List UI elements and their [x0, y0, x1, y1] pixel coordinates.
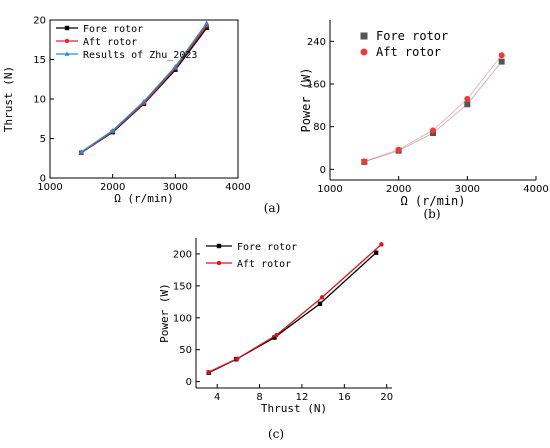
data-point — [204, 20, 210, 25]
legend-label: Aft rotor — [83, 37, 137, 48]
legend-marker — [64, 51, 70, 56]
x-tick-label: 1000 — [317, 184, 342, 195]
y-tick-label: 80 — [313, 122, 326, 133]
legend-marker — [216, 260, 222, 266]
y-tick-label: 200 — [173, 249, 192, 260]
y-tick-label: 0 — [40, 174, 46, 185]
series-2 — [206, 242, 384, 375]
x-tick-label: 1000 — [37, 182, 62, 193]
x-axis-title: Ω (r/min) — [400, 194, 465, 208]
data-point — [379, 242, 384, 247]
data-point — [498, 52, 505, 59]
y-tick-label: 15 — [33, 55, 46, 66]
legend-marker — [64, 38, 70, 44]
x-tick-label: 4 — [214, 392, 220, 403]
y-tick-label: 10 — [33, 95, 46, 106]
legend-marker — [64, 25, 70, 31]
y-tick-label: 5 — [40, 134, 46, 145]
x-tick-label: 2000 — [100, 182, 125, 193]
data-point — [319, 295, 325, 300]
x-axis-title: Thrust (N) — [261, 402, 327, 415]
x-tick-label: 8 — [256, 392, 262, 403]
chart-panel-a: 1000 2000 3000 4000 0 5 10 15 20 Ω (r/min) Thrust … — [2, 16, 280, 216]
legend: Fore rotor Aft rotor Results of Zhu_2023 — [56, 24, 197, 61]
legend-marker — [360, 32, 368, 40]
legend-marker — [360, 48, 368, 56]
legend-label: Aft rotor — [237, 259, 291, 270]
legend: Fore rotor Aft rotor — [360, 29, 448, 59]
x-tick-label: 16 — [338, 392, 351, 403]
data-point — [204, 25, 209, 31]
y-tick-label: 50 — [179, 345, 192, 356]
legend-label: Fore rotor — [376, 29, 448, 43]
x-tick-label: 2000 — [386, 184, 411, 195]
y-axis-title: Power (W) — [299, 67, 313, 132]
legend-label: Fore rotor — [237, 242, 297, 253]
y-tick-label: 0 — [320, 165, 326, 176]
y-tick-label: 240 — [307, 37, 326, 48]
series-line — [208, 243, 382, 373]
y-axis-title: Thrust (N) — [2, 66, 15, 132]
data-point — [395, 146, 402, 153]
x-tick-label: 20 — [380, 392, 393, 403]
data-point — [361, 158, 368, 165]
data-point — [317, 301, 323, 306]
y-axis-title: Power (W) — [158, 283, 171, 343]
series-line — [364, 61, 502, 163]
data-point — [274, 332, 279, 338]
legend-marker — [216, 243, 222, 249]
x-tick-label: 3000 — [455, 184, 480, 195]
series-1 — [361, 58, 505, 165]
x-axis-title: Ω (r/min) — [114, 192, 174, 205]
data-point — [206, 369, 211, 375]
series-3 — [78, 20, 210, 154]
y-tick-label: 150 — [173, 281, 192, 292]
x-tick-label: 3000 — [163, 182, 188, 193]
data-point — [235, 356, 240, 361]
y-tick-label: 160 — [307, 80, 326, 91]
data-point — [464, 95, 471, 102]
y-tick-label: 20 — [33, 16, 46, 27]
data-point — [78, 149, 84, 154]
data-point — [110, 127, 116, 133]
legend-label: Aft rotor — [376, 45, 441, 59]
series-1 — [206, 250, 379, 375]
x-tick-label: 4000 — [523, 184, 548, 195]
x-tick-label: 4000 — [225, 182, 250, 193]
series-line — [364, 54, 502, 162]
data-point — [272, 335, 277, 340]
y-tick-label: 100 — [173, 313, 192, 324]
x-tick-label: 12 — [296, 392, 309, 403]
data-point — [172, 63, 178, 69]
data-point — [141, 98, 147, 104]
data-point — [464, 101, 471, 108]
panel-label: (c) — [268, 427, 284, 441]
panel-label: (b) — [423, 207, 440, 221]
legend: Fore rotor Aft rotor — [206, 242, 297, 270]
legend-label: Results of Zhu_2023 — [83, 50, 197, 61]
panel-label: (a) — [264, 201, 281, 215]
data-point — [498, 58, 505, 65]
chart-panel-b: 1000 2000 3000 4000 0 80 160 240 Ω (r/min) Power … — [299, 20, 549, 221]
data-point — [430, 127, 436, 134]
series-2 — [361, 52, 505, 165]
y-tick-label: 0 — [186, 377, 192, 388]
legend-label: Fore rotor — [83, 24, 143, 35]
data-point — [373, 250, 379, 255]
